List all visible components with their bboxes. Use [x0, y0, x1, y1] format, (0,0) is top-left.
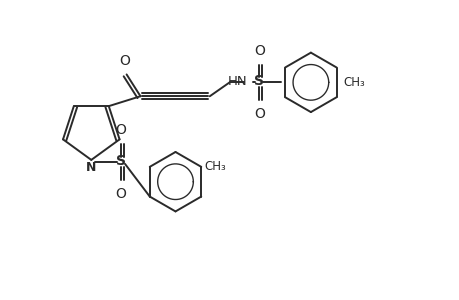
- Text: CH₃: CH₃: [204, 160, 225, 173]
- Text: S: S: [254, 74, 264, 88]
- Text: O: O: [115, 187, 126, 201]
- Text: O: O: [253, 44, 264, 58]
- Text: N: N: [86, 161, 96, 174]
- Text: CH₃: CH₃: [343, 76, 364, 89]
- Text: O: O: [115, 123, 126, 137]
- Text: HN: HN: [227, 75, 247, 88]
- Text: O: O: [119, 53, 130, 68]
- Text: S: S: [116, 154, 126, 168]
- Text: O: O: [253, 107, 264, 121]
